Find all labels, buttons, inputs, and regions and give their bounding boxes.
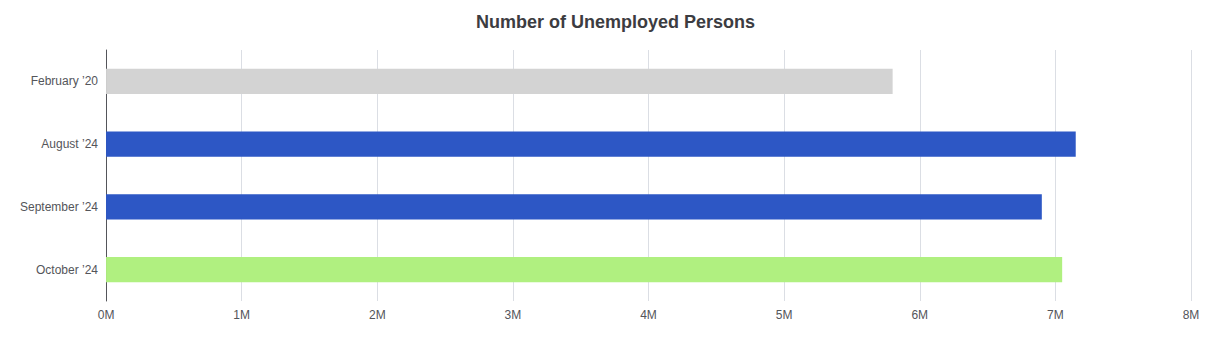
svg-text:4M: 4M bbox=[640, 308, 657, 322]
svg-text:1M: 1M bbox=[233, 308, 250, 322]
svg-text:February ’20: February ’20 bbox=[31, 74, 99, 88]
svg-text:3M: 3M bbox=[505, 308, 522, 322]
svg-text:8M: 8M bbox=[1183, 308, 1200, 322]
svg-text:September ’24: September ’24 bbox=[20, 200, 98, 214]
svg-text:6M: 6M bbox=[911, 308, 928, 322]
svg-text:0M: 0M bbox=[98, 308, 115, 322]
svg-text:2M: 2M bbox=[369, 308, 386, 322]
svg-text:October ’24: October ’24 bbox=[36, 263, 98, 277]
svg-text:August ’24: August ’24 bbox=[41, 137, 98, 151]
svg-text:Number of Unemployed Persons: Number of Unemployed Persons bbox=[476, 12, 755, 32]
svg-text:7M: 7M bbox=[1047, 308, 1064, 322]
svg-text:5M: 5M bbox=[776, 308, 793, 322]
